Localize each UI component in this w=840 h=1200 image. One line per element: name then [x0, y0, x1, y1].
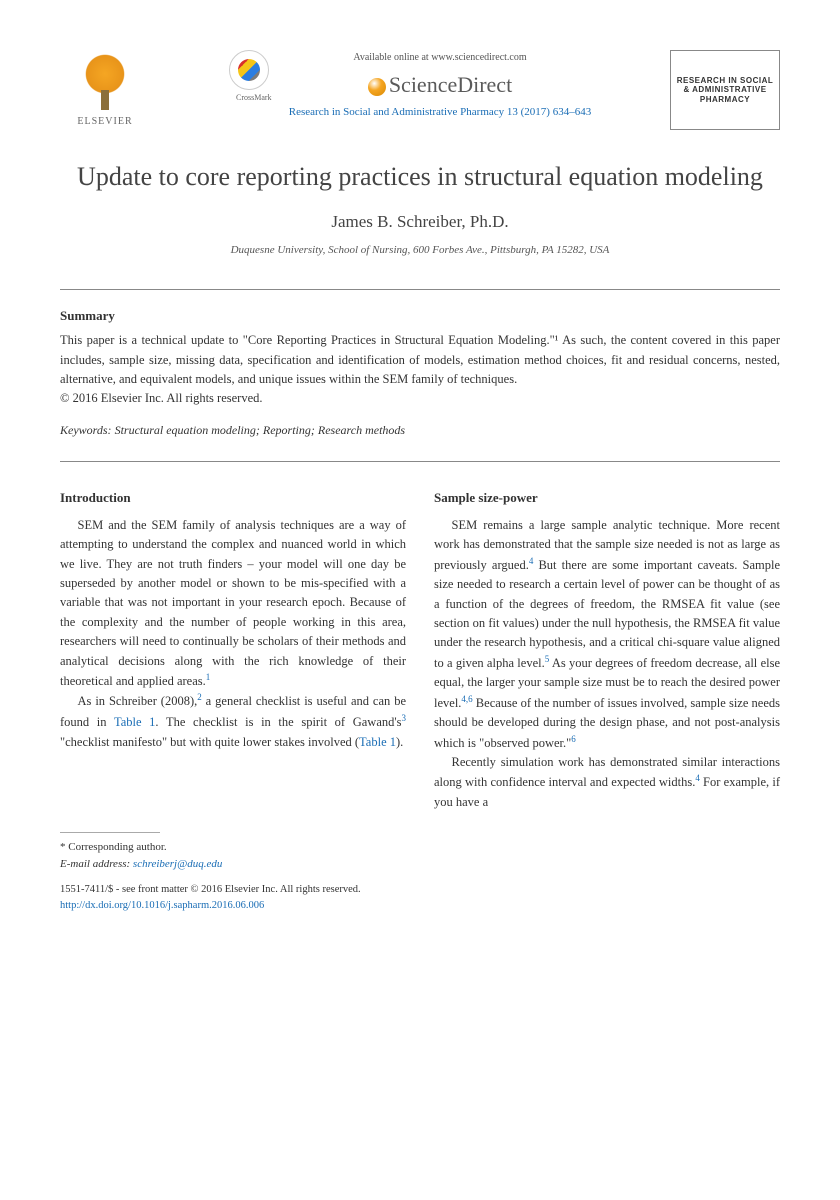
column-right: Sample size-power SEM remains a large sa…: [434, 488, 780, 813]
keywords-line: Keywords: Structural equation modeling; …: [60, 421, 780, 439]
author-affiliation: Duquesne University, School of Nursing, …: [60, 242, 780, 259]
sciencedirect-block: Available online at www.sciencedirect.co…: [289, 50, 591, 121]
corresponding-author: * Corresponding author.: [60, 839, 780, 856]
rule-bottom: [60, 461, 780, 462]
article-title: Update to core reporting practices in st…: [60, 160, 780, 194]
intro-heading: Introduction: [60, 488, 406, 508]
header-row: ELSEVIER CrossMark Available online at w…: [60, 50, 780, 130]
summary-block: Summary This paper is a technical update…: [60, 290, 780, 461]
sample-p1d: Because of the number of issues involved…: [434, 696, 780, 750]
intro-para-2: As in Schreiber (2008),2 a general check…: [60, 691, 406, 751]
header-center: CrossMark Available online at www.scienc…: [150, 50, 670, 121]
keywords-label: Keywords:: [60, 423, 112, 437]
column-left: Introduction SEM and the SEM family of a…: [60, 488, 406, 813]
summary-body: This paper is a technical update to "Cor…: [60, 333, 780, 386]
sample-para-1: SEM remains a large sample analytic tech…: [434, 516, 780, 753]
table1-link-b[interactable]: Table 1: [359, 735, 396, 749]
ref-sup-1[interactable]: 1: [206, 672, 211, 682]
author-name: James B. Schreiber, Ph.D.: [60, 209, 780, 235]
journal-reference[interactable]: Research in Social and Administrative Ph…: [289, 104, 591, 121]
available-online-text: Available online at www.sciencedirect.co…: [289, 50, 591, 65]
intro-p2a: As in Schreiber (2008),: [78, 695, 198, 709]
crossmark-icon[interactable]: [229, 50, 269, 90]
intro-para-1: SEM and the SEM family of analysis techn…: [60, 516, 406, 692]
intro-p2e: ).: [396, 735, 403, 749]
sample-p1b: But there are some important caveats. Sa…: [434, 558, 780, 670]
doi-link[interactable]: http://dx.doi.org/10.1016/j.sapharm.2016…: [60, 898, 780, 914]
ref-sup-6[interactable]: 6: [571, 734, 576, 744]
page: ELSEVIER CrossMark Available online at w…: [0, 0, 840, 954]
sciencedirect-logo: ScienceDirect: [289, 68, 591, 101]
email-address[interactable]: schreiberj@duq.edu: [133, 858, 222, 870]
journal-cover-thumbnail: RESEARCH IN SOCIAL & ADMINISTRATIVE PHAR…: [670, 50, 780, 130]
email-label: E-mail address:: [60, 858, 130, 870]
sample-para-2: Recently simulation work has demonstrate…: [434, 753, 780, 812]
elsevier-logo-block: ELSEVIER: [60, 50, 150, 129]
ref-sup-46[interactable]: 4,6: [461, 694, 472, 704]
sample-heading: Sample size-power: [434, 488, 780, 508]
table1-link-a[interactable]: Table 1: [114, 715, 155, 729]
intro-p1-text: SEM and the SEM family of analysis techn…: [60, 518, 406, 688]
intro-p2c: . The checklist is in the spirit of Gawa…: [155, 715, 401, 729]
summary-heading: Summary: [60, 306, 780, 326]
summary-text: This paper is a technical update to "Cor…: [60, 331, 780, 409]
crossmark-label: CrossMark: [229, 92, 279, 104]
ref-sup-3[interactable]: 3: [402, 713, 407, 723]
summary-copyright: © 2016 Elsevier Inc. All rights reserved…: [60, 391, 263, 405]
intro-p2d: "checklist manifesto" but with quite low…: [60, 735, 359, 749]
email-line: E-mail address: schreiberj@duq.edu: [60, 856, 780, 873]
elsevier-tree-icon: [75, 50, 135, 110]
issn-line: 1551-7411/$ - see front matter © 2016 El…: [60, 882, 780, 898]
footnote-separator: [60, 832, 160, 833]
body-columns: Introduction SEM and the SEM family of a…: [60, 488, 780, 813]
sciencedirect-orb-icon: [368, 78, 386, 96]
sciencedirect-label: ScienceDirect: [389, 72, 512, 97]
elsevier-label: ELSEVIER: [77, 114, 132, 129]
keywords-text: Structural equation modeling; Reporting;…: [115, 423, 406, 437]
